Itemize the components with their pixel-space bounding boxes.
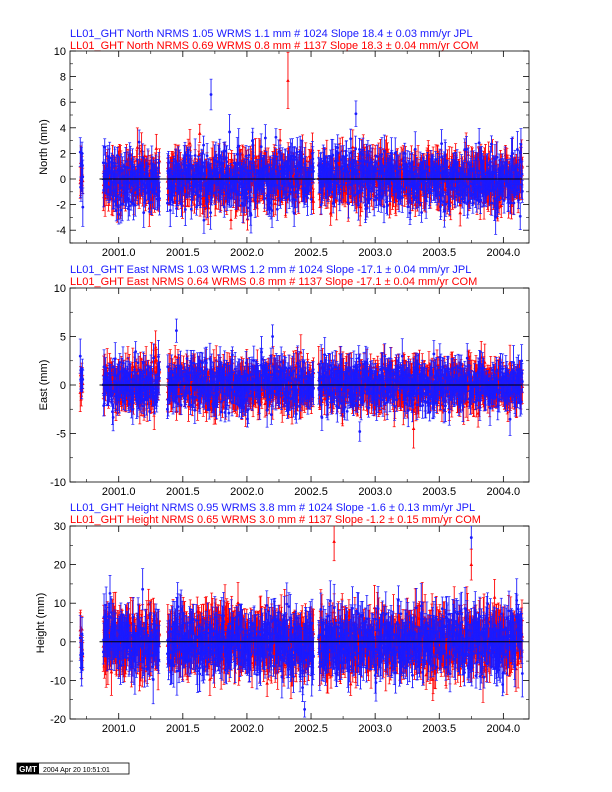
- north-ytick-label: 4: [60, 123, 66, 135]
- north-point-com: [192, 202, 197, 206]
- north-xtick-label: 2002.0: [230, 247, 264, 259]
- north-point-jpl: [118, 190, 122, 194]
- north-point-com: [334, 198, 339, 202]
- north-point-jpl: [115, 195, 119, 199]
- north-ytick-label: -4: [56, 225, 66, 237]
- north-xtick-label: 2004.0: [487, 247, 521, 259]
- north-point-jpl: [105, 186, 109, 189]
- north-point-jpl: [117, 213, 121, 216]
- north-point-com: [350, 145, 355, 149]
- north-point-com: [229, 217, 233, 221]
- north-point-jpl: [114, 209, 118, 212]
- north-point-com: [197, 131, 202, 135]
- north-point-com: [255, 198, 260, 203]
- north-point-com: [402, 193, 407, 197]
- north-point-jpl: [120, 202, 124, 206]
- north-ytick-label: 8: [60, 72, 66, 84]
- north-plot-area: 2001.0 2001.5 2002.0 2002.5 2003.0 2003.5 2004…: [54, 46, 530, 259]
- north-xtick-label: 2001.0: [102, 247, 136, 259]
- north-ytick-label: 6: [60, 97, 66, 109]
- north-point-com: [329, 194, 334, 199]
- north-point-com: [278, 137, 282, 142]
- north-point-com: [204, 206, 208, 210]
- north-ytick-label: 2: [60, 148, 66, 160]
- north-data-points: [78, 51, 525, 235]
- north-point-com: [135, 145, 140, 149]
- north-point-jpl: [121, 176, 125, 179]
- north-point-jpl: [81, 175, 85, 179]
- north-ylabel: North (mm): [38, 119, 50, 175]
- north-header-jpl: LL01_GHT North NRMS 1.05 WRMS 1.1 mm # 1…: [70, 28, 473, 40]
- north-point-com: [188, 141, 192, 145]
- north-point-com: [458, 210, 462, 215]
- north-ytick-label: -2: [56, 200, 66, 212]
- north-xtick-label: 2001.5: [166, 247, 200, 259]
- north-point-com: [154, 146, 159, 150]
- north-point-com: [296, 199, 301, 204]
- north-ytick-label: 0: [60, 174, 66, 186]
- north-point-com: [311, 199, 316, 203]
- north-point-jpl: [113, 164, 117, 168]
- north-point-com: [499, 203, 504, 208]
- north-point-jpl: [101, 161, 105, 165]
- north-xtick-label: 2003.5: [422, 247, 456, 259]
- north-panel: LL01_GHT North NRMS 1.05 WRMS 1.1 mm # 1…: [38, 28, 530, 259]
- north-ytick-label: 10: [54, 46, 66, 58]
- north-point-jpl: [119, 208, 123, 212]
- north-header-com: LL01_GHT North NRMS 0.69 WRMS 0.8 mm # 1…: [70, 40, 479, 52]
- north-point-com: [197, 152, 201, 156]
- north-point-com: [273, 201, 278, 205]
- north-point-com: [103, 196, 107, 200]
- north-xtick-label: 2003.0: [358, 247, 392, 259]
- north-plot-frame: [69, 50, 530, 244]
- north-xtick-label: 2002.5: [294, 247, 328, 259]
